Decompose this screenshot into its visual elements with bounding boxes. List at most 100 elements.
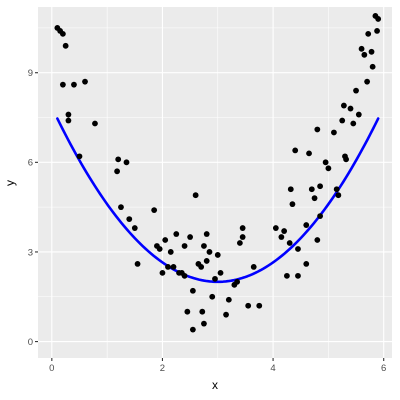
data-point	[286, 240, 293, 246]
data-point	[187, 234, 194, 240]
data-point	[355, 111, 362, 118]
data-point	[272, 225, 279, 231]
data-point	[201, 320, 207, 327]
data-point	[239, 225, 246, 231]
x-tick-label: 0	[49, 363, 54, 374]
data-point	[65, 111, 72, 118]
grid-lines	[38, 7, 392, 358]
data-point	[181, 243, 188, 249]
data-point	[375, 16, 382, 22]
data-point	[340, 102, 347, 109]
data-point	[214, 252, 221, 258]
y-axis-title: y	[3, 180, 17, 186]
data-point	[71, 81, 77, 88]
data-point	[295, 272, 301, 279]
data-point	[198, 263, 205, 270]
data-point	[203, 258, 210, 264]
data-point	[162, 237, 169, 243]
data-point	[59, 30, 66, 37]
data-point	[358, 45, 365, 52]
data-point	[156, 246, 163, 252]
y-tick-label: 0	[28, 337, 33, 348]
data-point	[114, 168, 120, 175]
data-point	[365, 30, 372, 37]
data-point	[212, 275, 218, 282]
data-point	[131, 225, 138, 231]
data-point	[314, 126, 321, 133]
data-point	[206, 249, 213, 255]
data-point	[325, 165, 332, 172]
data-point	[239, 234, 246, 240]
y-tick-label: 9	[28, 68, 33, 79]
data-point	[317, 213, 323, 220]
data-point	[287, 186, 294, 193]
data-point	[374, 27, 380, 34]
data-point	[65, 117, 72, 124]
data-point	[82, 78, 88, 85]
data-point	[333, 186, 340, 193]
data-point	[59, 81, 66, 88]
x-tick-label: 4	[270, 363, 275, 374]
data-point	[364, 78, 371, 85]
data-point	[170, 263, 177, 270]
data-points	[54, 13, 382, 333]
data-point	[62, 42, 69, 49]
data-point	[184, 308, 191, 315]
data-point	[201, 243, 207, 249]
data-point	[167, 249, 174, 255]
data-point	[292, 147, 299, 154]
data-point	[347, 105, 354, 112]
data-point	[331, 129, 337, 136]
data-point	[234, 278, 241, 285]
data-point	[76, 153, 83, 160]
x-tick-label: 2	[160, 363, 165, 374]
y-tick-label: 6	[28, 158, 33, 169]
data-point	[306, 150, 312, 157]
data-point	[368, 48, 375, 55]
x-axis-title: x	[212, 378, 218, 392]
data-point	[192, 192, 199, 199]
data-point	[339, 117, 346, 124]
data-point	[115, 156, 122, 163]
axis-ticks: 0 2 4 6 0 3 6 9	[28, 68, 387, 374]
data-point	[165, 263, 171, 270]
data-point	[203, 231, 210, 237]
data-point	[289, 201, 296, 208]
fitted-curve	[56, 117, 380, 284]
data-point	[250, 263, 257, 270]
data-point	[311, 195, 318, 202]
data-point	[223, 311, 229, 318]
data-point	[353, 87, 359, 94]
data-point	[225, 296, 232, 303]
plot-panel	[38, 7, 392, 358]
data-point	[278, 234, 285, 240]
data-point	[118, 204, 124, 211]
data-point	[134, 261, 141, 267]
data-point	[308, 186, 315, 193]
data-point	[189, 287, 196, 294]
data-point	[217, 269, 224, 276]
data-point	[236, 240, 243, 246]
data-point	[335, 192, 342, 199]
data-point	[317, 183, 323, 190]
data-point	[151, 207, 158, 214]
data-point	[256, 302, 263, 309]
data-point	[350, 120, 357, 127]
data-point	[159, 269, 166, 276]
data-point	[92, 120, 98, 127]
y-tick-label: 3	[28, 247, 33, 258]
data-point	[314, 237, 321, 243]
data-point	[209, 293, 216, 300]
data-point	[245, 302, 252, 309]
data-point	[281, 228, 288, 234]
data-point	[181, 272, 188, 279]
data-point	[369, 63, 376, 70]
data-point	[189, 326, 196, 333]
data-point	[361, 51, 368, 58]
data-point	[126, 216, 133, 222]
data-point	[199, 308, 206, 315]
data-point	[284, 272, 290, 279]
data-point	[295, 246, 301, 252]
